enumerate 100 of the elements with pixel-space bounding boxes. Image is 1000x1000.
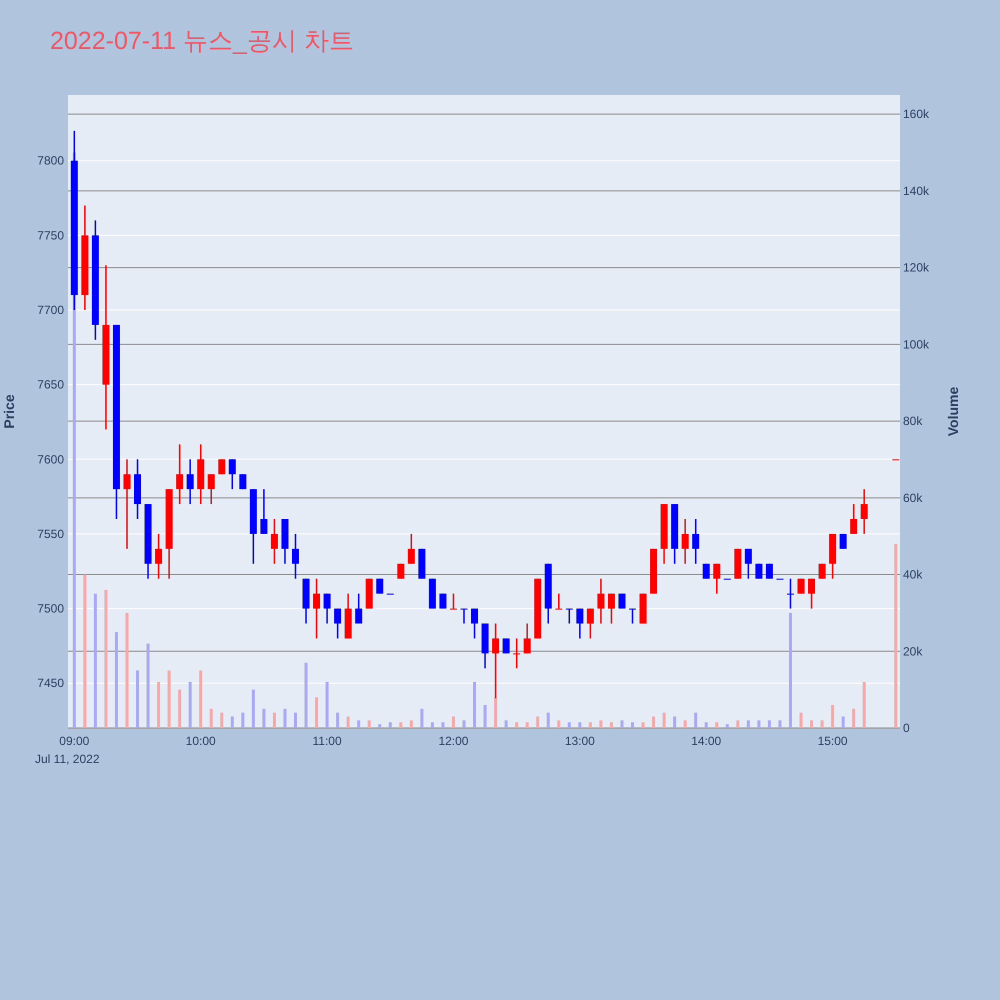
candlestick: [208, 473, 215, 505]
candlestick: [313, 578, 320, 640]
bar: [136, 670, 140, 728]
y2-tick-label: 100k: [903, 337, 930, 352]
candlestick: [597, 578, 604, 624]
candlestick: [555, 592, 562, 610]
bar: [504, 720, 508, 728]
bar: [430, 722, 434, 728]
y-tick-label: 7600: [37, 452, 64, 466]
candlestick: [292, 533, 299, 580]
bar: [283, 708, 286, 728]
candlestick: [324, 592, 331, 624]
bar: [852, 708, 856, 728]
candlestick: [713, 563, 720, 594]
y2-axis-title: Volume: [945, 386, 961, 436]
bar: [399, 722, 402, 728]
bar: [326, 682, 329, 728]
bar: [230, 716, 234, 728]
x-tick-label: 12:00: [438, 734, 469, 748]
bar: [746, 720, 750, 728]
candlestick: [439, 592, 446, 610]
bar: [420, 708, 424, 728]
bar: [357, 720, 360, 728]
candlestick: [471, 608, 478, 640]
candlestick: [744, 548, 752, 580]
x-tick-label: 15:00: [818, 734, 848, 748]
candlestick: [155, 533, 162, 580]
candlestick: [524, 622, 531, 654]
bar: [588, 722, 592, 728]
chart-title: 2022-07-11 뉴스_공시 차트: [50, 27, 354, 55]
bar: [768, 720, 771, 728]
bar: [114, 632, 118, 728]
y-tick-label: 7800: [37, 154, 64, 168]
bar: [294, 712, 297, 728]
bar: [199, 670, 202, 728]
bar: [168, 670, 171, 728]
candlestick: [239, 473, 246, 490]
bar: [800, 712, 803, 728]
y-tick-label: 7750: [37, 228, 64, 242]
bar: [346, 716, 350, 728]
bar: [368, 720, 371, 728]
bar: [778, 720, 782, 728]
bar: [704, 722, 708, 728]
y-tick-label: 7450: [37, 676, 64, 690]
x-tick-label: 14:00: [691, 734, 722, 748]
candlestick: [798, 578, 805, 594]
bar: [684, 720, 687, 728]
y2-tick-label: 140k: [903, 184, 930, 198]
candlestick: [786, 578, 794, 610]
bar: [83, 574, 86, 728]
candlestick: [450, 592, 457, 610]
bar: [252, 690, 255, 728]
candlestick: [260, 488, 268, 535]
bar: [831, 704, 834, 728]
bar: [94, 594, 97, 728]
bar: [673, 716, 676, 728]
candlestick: [334, 608, 342, 640]
candlestick: [618, 592, 626, 610]
y2-tick-label: 160k: [903, 107, 930, 122]
x-tick-label: 09:00: [59, 734, 90, 748]
candlestick: [860, 488, 868, 535]
bar: [546, 712, 550, 728]
bar: [610, 722, 613, 728]
bar: [578, 722, 582, 728]
bar: [452, 716, 455, 728]
bar: [336, 712, 340, 728]
bar: [536, 716, 540, 728]
candlestick: [566, 608, 573, 624]
x-tick-label: 11:00: [312, 734, 342, 748]
bar: [726, 724, 729, 728]
candlestick: [186, 458, 194, 505]
bar: [304, 662, 308, 728]
text: Jul 11, 2022: [35, 752, 100, 766]
bar: [241, 712, 244, 728]
bar: [462, 720, 466, 728]
y-tick-label: 7700: [37, 302, 64, 317]
candlestick: [270, 518, 278, 565]
candlestick: [502, 638, 510, 654]
bar: [494, 697, 498, 728]
bar: [736, 720, 740, 728]
bar: [272, 712, 276, 728]
bar: [210, 708, 213, 728]
y-tick-label: 7500: [37, 602, 64, 616]
candlestick: [682, 518, 689, 565]
bar: [694, 712, 698, 728]
candlestick: [840, 533, 847, 550]
bar: [894, 544, 898, 728]
bar: [620, 720, 624, 728]
bar: [104, 590, 108, 728]
candlestick: [176, 444, 184, 505]
bar: [652, 716, 656, 728]
bar: [662, 712, 666, 728]
bar: [220, 712, 224, 728]
y2-tick-label: 60k: [903, 490, 924, 505]
bar: [642, 722, 645, 728]
candlestick: [576, 608, 584, 640]
bar: [157, 682, 160, 728]
bar: [820, 720, 824, 728]
candlestick: [123, 458, 130, 550]
candlestick: [355, 592, 362, 624]
